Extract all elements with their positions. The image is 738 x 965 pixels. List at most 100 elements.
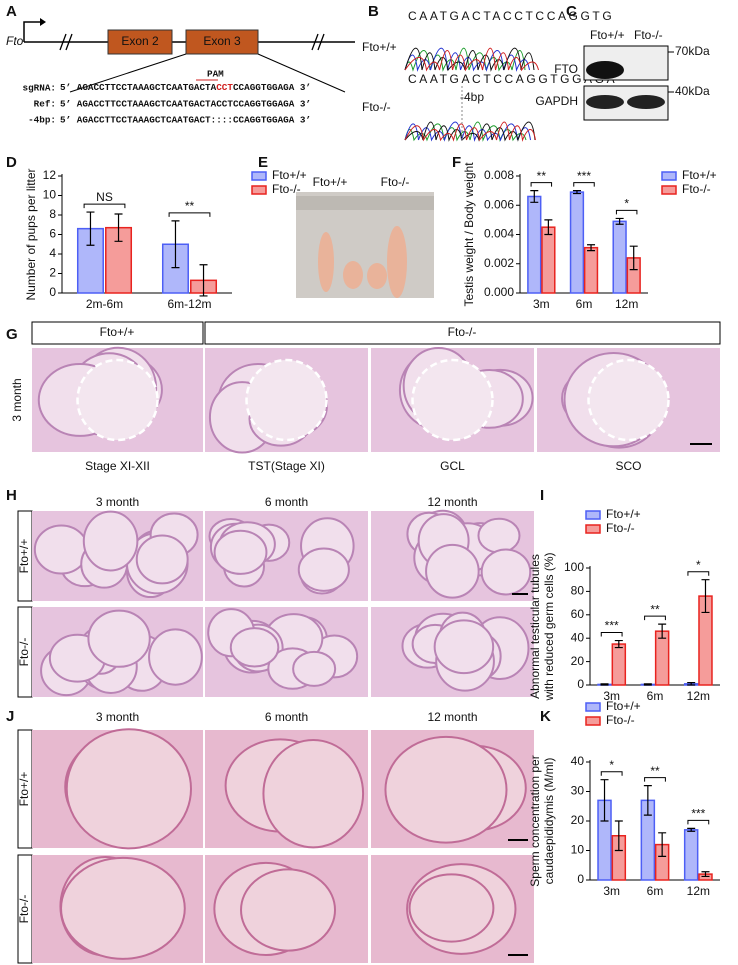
tubule: [82, 510, 139, 572]
y-tick-label: 0.008: [484, 168, 514, 182]
marker: 40kDa: [675, 84, 710, 98]
y-axis-label: Number of pups per litter: [24, 168, 38, 300]
protein: FTO: [554, 62, 578, 76]
caption: GCL: [440, 459, 465, 473]
sig-bracket: [644, 777, 666, 782]
legend-label: Fto-/-: [606, 713, 635, 727]
y-tick-label: 12: [43, 168, 57, 182]
y-tick-label: 20: [571, 654, 585, 668]
seq-part: CCAGGTGGAGA 3’: [233, 82, 311, 93]
significance: ***: [605, 619, 619, 633]
seq-part: 5’ AGACCTTCCTAAAGCTCAATGACTA: [60, 82, 217, 93]
sig-bracket: [687, 571, 710, 576]
y-tick-label: 10: [43, 188, 57, 202]
y-tick-label: 0: [49, 285, 56, 299]
x-tick-label: 6m-12m: [167, 297, 211, 311]
panel-letter: K: [540, 708, 551, 725]
column-label: 12 month: [427, 495, 477, 509]
panel-letter: B: [368, 3, 379, 20]
genotype: Fto+/+: [362, 40, 397, 54]
del-seq: 5’ AGACCTTCCTAAAGCTCAATGACT::::CCAGGTGGA…: [60, 114, 311, 125]
sgrna-seq: 5’ AGACCTTCCTAAAGCTCAATGACTACCTCCAGGTGGA…: [60, 82, 311, 93]
bar: [612, 220, 627, 294]
genotype: Fto-/-: [362, 100, 391, 114]
error-bar: [658, 832, 667, 857]
row-label: Fto-/-: [17, 638, 31, 667]
sig-bracket: [168, 212, 211, 217]
tubule: [292, 650, 337, 687]
exon: [185, 29, 259, 55]
y-tick-label: 8: [49, 207, 56, 221]
genotype: Fto+/+: [313, 175, 348, 189]
sig-bracket: [615, 209, 638, 215]
panel-letter: J: [6, 708, 14, 725]
y-tick-label: 20: [571, 813, 585, 827]
legend-swatch: [585, 510, 601, 520]
seq-prefix: Ref:: [34, 98, 56, 109]
legend-label: Fto+/+: [606, 699, 641, 713]
promoter-arrow: [23, 21, 40, 42]
x-tick-label: 6m: [576, 297, 593, 311]
error-bar: [600, 683, 609, 686]
band: [586, 95, 624, 109]
error-bar: [114, 213, 123, 242]
y-tick-label: 80: [571, 584, 585, 598]
column-label: 6 month: [265, 710, 308, 724]
error-bar: [629, 245, 638, 271]
bar: [583, 246, 599, 294]
error-bar: [687, 682, 696, 686]
bar: [527, 195, 542, 294]
significance: *: [696, 558, 701, 572]
legend-label: Fto-/-: [272, 182, 301, 196]
y-tick-label: 0.006: [484, 197, 514, 211]
chromatogram: [404, 47, 539, 72]
genotype: Fto+/+: [590, 28, 625, 42]
legend-label: Fto+/+: [682, 168, 717, 182]
tubule: [297, 547, 350, 592]
protein: GAPDH: [535, 94, 578, 108]
tubule: [480, 548, 532, 596]
y-tick-label: 0.004: [484, 227, 514, 241]
zoom-lines: [69, 53, 346, 93]
sig-bracket: [530, 182, 553, 187]
outline: [76, 358, 159, 442]
error-bar: [86, 211, 95, 246]
bar: [541, 226, 556, 294]
tubule: [148, 628, 203, 686]
column-label: 3 month: [96, 495, 139, 509]
error-bar: [658, 623, 667, 639]
panel-letter: A: [6, 3, 17, 20]
tubule: [87, 609, 151, 668]
testis: [318, 232, 334, 292]
x-tick-label: 3m: [603, 689, 620, 703]
bar: [569, 191, 585, 294]
y-tick-label: 0.002: [484, 256, 514, 270]
y-tick-label: 100: [564, 560, 584, 574]
row-label: 3 month: [10, 378, 24, 421]
bar: [654, 630, 670, 686]
error-bar: [171, 220, 180, 269]
significance: ***: [577, 169, 591, 183]
seq-prefix: -4bp:: [28, 114, 56, 125]
legend-label: Fto+/+: [606, 507, 641, 521]
error-bar: [701, 871, 710, 878]
tubule: [425, 543, 480, 599]
error-bar: [587, 244, 596, 252]
legend-swatch: [251, 185, 267, 195]
error-bar: [614, 820, 623, 852]
caption: SCO: [615, 459, 641, 473]
sig-bracket: [573, 182, 595, 187]
band: [627, 95, 665, 109]
significance: **: [537, 169, 547, 183]
legend-swatch: [661, 171, 677, 181]
error-bar: [544, 219, 553, 236]
y-axis-label: caudaepididymis (M/ml): [542, 758, 556, 885]
chromatogram: [404, 121, 536, 142]
tubule: [213, 529, 268, 575]
marker: 70kDa: [675, 44, 710, 58]
testis: [367, 263, 387, 289]
tubule: [65, 728, 192, 850]
panel-letter: H: [6, 487, 17, 504]
y-tick-label: 6: [49, 227, 56, 241]
